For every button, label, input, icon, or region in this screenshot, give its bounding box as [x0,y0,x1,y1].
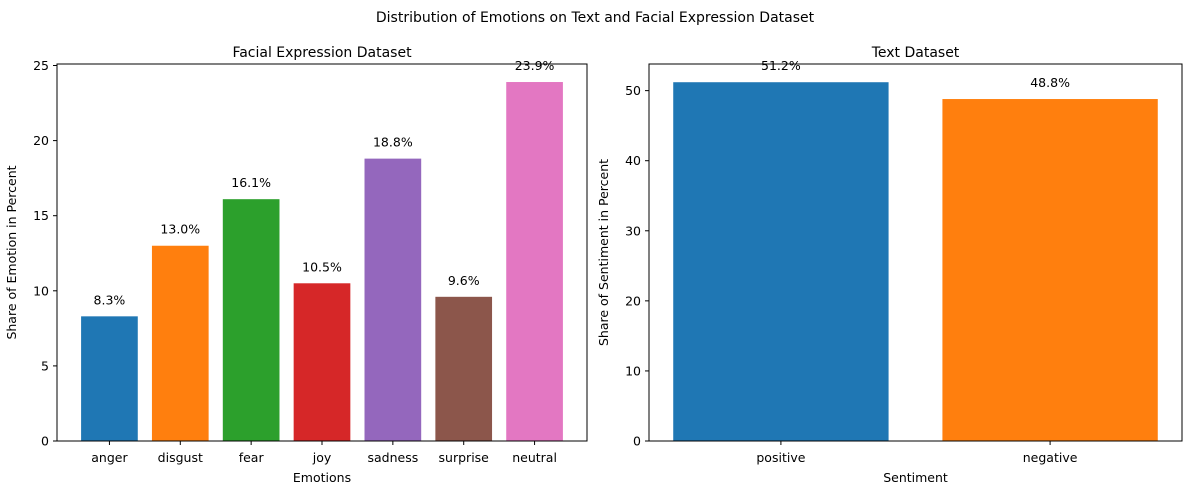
facial-axes-frame [56,63,588,442]
facial-x-tick-label-fear: fear [239,450,265,465]
text-y-tick-label: 0 [633,434,641,449]
facial-x-tick-label-surprise: surprise [439,450,490,465]
text-y-tick-label: 40 [625,153,641,168]
facial-data-label-anger: 8.3% [94,292,126,307]
facial-y-axis-label: Share of Emotion in Percent [4,165,19,339]
facial-x-axis-label: Emotions [293,470,351,485]
facial-x-tick-label-disgust: disgust [158,450,203,465]
facial-x-tick-label-anger: anger [91,450,128,465]
text-y-tick-label: 10 [625,363,641,378]
facial-bar-sadness [364,158,422,442]
text-y-tick-label: 20 [625,293,641,308]
text-axes-frame [648,63,1183,442]
facial-expression-chart: 8.3% anger 13.0% disgust 16.1% fear 10.5% joy 18… [4,45,588,485]
text-chart-title: Text Dataset [871,45,960,61]
facial-data-label-fear: 16.1% [231,175,271,190]
facial-y-tick-label: 5 [41,358,49,373]
text-y-axis-label: Share of Sentiment in Percent [596,159,611,346]
text-x-tick-label-negative: negative [1023,450,1078,465]
facial-bar-anger [81,316,138,441]
text-sentiment-chart: 51.2% positive 48.8% negative 0 10 20 30 40 50 Tex… [596,45,1183,485]
facial-bar-surprise [435,296,493,441]
facial-y-tick-label: 20 [33,133,49,148]
text-x-axis-label: Sentiment [883,470,948,485]
facial-bar-disgust [151,245,209,441]
text-data-label-negative: 48.8% [1030,75,1070,90]
text-bar-positive [673,82,889,441]
text-x-tick-label-positive: positive [756,450,805,465]
facial-data-label-neutral: 23.9% [515,58,555,73]
facial-data-label-joy: 10.5% [302,259,342,274]
facial-y-tick-label: 10 [33,283,49,298]
facial-x-tick-label-sadness: sadness [367,450,418,465]
figure-title: Distribution of Emotions on Text and Fac… [376,10,815,26]
text-y-tick-label: 30 [625,223,641,238]
text-data-label-positive: 51.2% [761,58,801,73]
facial-data-label-disgust: 13.0% [160,222,200,237]
facial-x-tick-label-joy: joy [312,450,332,465]
facial-y-tick-label: 15 [33,208,49,223]
facial-x-tick-label-neutral: neutral [512,450,557,465]
facial-data-label-surprise: 9.6% [448,273,480,288]
facial-bar-fear [222,199,280,441]
facial-bar-neutral [506,82,563,442]
facial-y-tick-label: 25 [33,58,49,73]
text-bar-negative [942,99,1158,442]
facial-y-tick-label: 0 [41,434,49,449]
facial-bar-joy [293,283,351,441]
facial-data-label-sadness: 18.8% [373,135,413,150]
text-y-tick-label: 50 [625,83,641,98]
facial-chart-title: Facial Expression Dataset [232,45,412,61]
